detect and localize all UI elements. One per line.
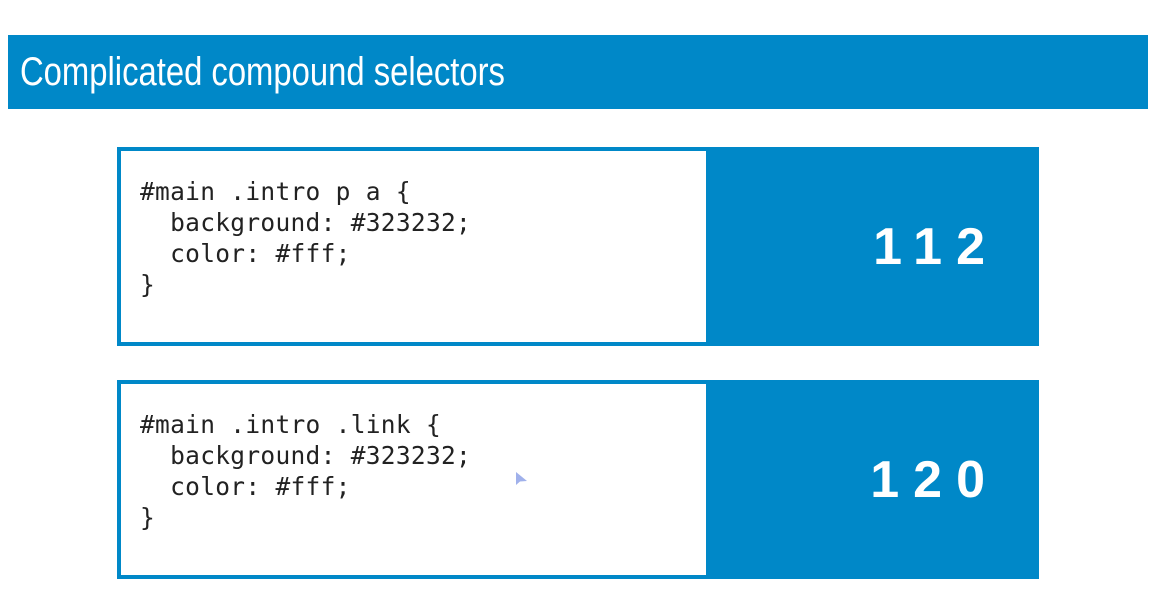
specificity-panel: 112: [706, 147, 1039, 346]
example-card: #main .intro p a { background: #323232; …: [117, 147, 1039, 346]
code-line: }: [140, 270, 156, 299]
title-bar: Complicated compound selectors: [8, 35, 1148, 109]
code-line: color: #fff;: [140, 472, 351, 501]
code-block: #main .intro .link { background: #323232…: [121, 384, 706, 575]
example-card: #main .intro .link { background: #323232…: [117, 380, 1039, 579]
code-line: }: [140, 503, 156, 532]
code-line: #main .intro p a {: [140, 177, 411, 206]
specificity-score: 112: [873, 217, 999, 276]
code-line: background: #323232;: [140, 441, 472, 470]
code-block: #main .intro p a { background: #323232; …: [121, 151, 706, 342]
code-line: background: #323232;: [140, 208, 472, 237]
code-line: #main .intro .link {: [140, 410, 442, 439]
code-line: color: #fff;: [140, 239, 351, 268]
specificity-panel: 120: [706, 380, 1039, 579]
pointer-cursor-icon: [516, 472, 527, 485]
slide-title: Complicated compound selectors: [20, 50, 505, 94]
specificity-score: 120: [870, 450, 999, 509]
